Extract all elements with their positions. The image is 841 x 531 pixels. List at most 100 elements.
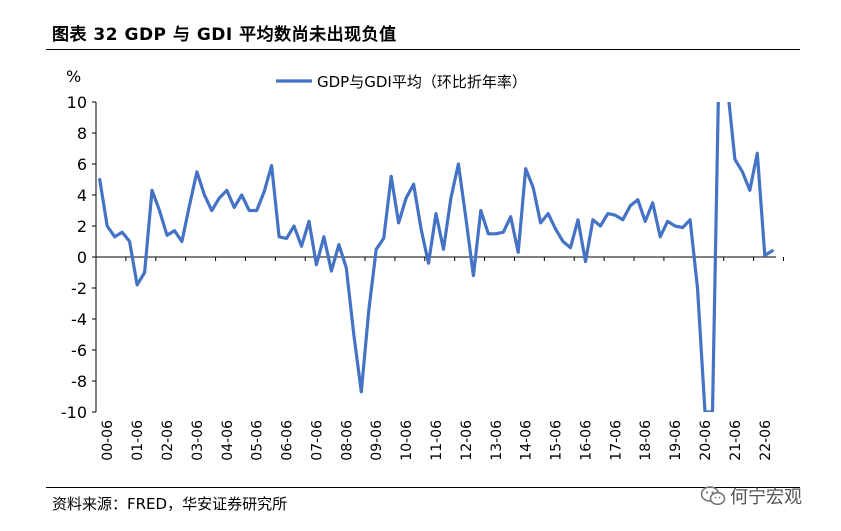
data-point bbox=[241, 194, 243, 196]
data-point bbox=[256, 210, 258, 211]
data-point bbox=[443, 248, 444, 250]
data-point bbox=[472, 275, 474, 277]
data-point bbox=[727, 86, 728, 87]
data-point bbox=[659, 236, 661, 238]
data-point bbox=[405, 197, 407, 199]
series-group bbox=[98, 86, 774, 412]
data-point bbox=[704, 411, 706, 412]
data-point bbox=[420, 228, 422, 230]
data-point bbox=[592, 219, 594, 221]
x-tick-label: 22-06 bbox=[758, 420, 774, 461]
series-line-gdp-gdi-average bbox=[98, 102, 774, 412]
data-point bbox=[734, 158, 736, 160]
data-point bbox=[353, 334, 355, 335]
data-point bbox=[196, 171, 198, 173]
y-tick-label: 6 bbox=[77, 155, 87, 174]
y-tick-label: -8 bbox=[71, 372, 87, 391]
data-point bbox=[712, 411, 713, 412]
data-point bbox=[159, 210, 160, 211]
line-chart: -10 -8 -6 -4 -2 0 2 4 6 8 10% 00-06 01-06 02-06 03-06 0… bbox=[61, 67, 784, 461]
data-point bbox=[577, 219, 579, 221]
data-point bbox=[629, 205, 631, 207]
x-tick-label: 20-06 bbox=[698, 420, 714, 461]
x-tick-label: 08-06 bbox=[339, 420, 355, 461]
data-point bbox=[99, 179, 101, 180]
data-point bbox=[525, 168, 527, 170]
data-point bbox=[188, 205, 190, 207]
y-tick-label: 8 bbox=[77, 124, 87, 143]
x-tick-label: 07-06 bbox=[309, 420, 325, 461]
data-point bbox=[480, 210, 482, 211]
data-point bbox=[532, 186, 534, 188]
data-point bbox=[413, 183, 415, 185]
x-tick-label: 16-06 bbox=[578, 420, 594, 461]
data-point bbox=[771, 250, 773, 252]
y-tick-label: -2 bbox=[71, 279, 87, 298]
data-point bbox=[547, 213, 549, 215]
y-tick-label: -10 bbox=[61, 403, 87, 422]
data-point bbox=[637, 199, 639, 201]
x-tick-label: 21-06 bbox=[728, 420, 744, 461]
data-point bbox=[682, 227, 684, 229]
data-point bbox=[338, 244, 340, 246]
watermark-text: 何宁宏观 bbox=[730, 487, 802, 508]
x-tick-label: 06-06 bbox=[280, 420, 296, 461]
data-point bbox=[435, 213, 437, 215]
y-tick-label: 2 bbox=[77, 217, 87, 236]
data-point bbox=[360, 391, 362, 393]
data-point bbox=[166, 234, 168, 236]
data-point bbox=[517, 251, 519, 253]
data-point bbox=[652, 202, 654, 204]
data-point bbox=[749, 189, 751, 191]
data-point bbox=[106, 225, 108, 227]
x-tick-label: 14-06 bbox=[519, 420, 535, 461]
data-point bbox=[114, 236, 116, 238]
x-tick-label: 19-06 bbox=[668, 420, 684, 461]
x-tick-label: 05-06 bbox=[250, 420, 266, 461]
legend-label: GDP与GDI平均（环比折年率） bbox=[317, 73, 527, 91]
figure-title: 图表 32 GDP 与 GDI 平均数尚未出现负值 bbox=[52, 25, 397, 45]
x-tick-label: 10-06 bbox=[399, 420, 415, 461]
y-tick-label: -4 bbox=[71, 310, 87, 329]
data-point bbox=[330, 270, 332, 272]
data-point bbox=[345, 267, 347, 269]
data-point bbox=[151, 189, 153, 191]
data-point bbox=[233, 206, 235, 208]
data-point bbox=[390, 175, 392, 177]
data-point bbox=[555, 228, 557, 230]
data-point bbox=[540, 222, 542, 224]
data-point bbox=[129, 241, 131, 242]
x-tick-label: 15-06 bbox=[549, 420, 565, 461]
data-point bbox=[622, 219, 624, 221]
x-tick-label: 18-06 bbox=[638, 420, 654, 461]
data-point bbox=[226, 189, 228, 191]
data-point bbox=[510, 216, 512, 218]
data-point bbox=[607, 213, 609, 215]
data-point bbox=[667, 220, 669, 222]
data-point bbox=[218, 197, 220, 199]
source-note: 资料来源：FRED，华安证券研究所 bbox=[52, 495, 288, 513]
x-tick-label: 00-06 bbox=[100, 420, 116, 461]
x-tick-label: 11-06 bbox=[429, 420, 445, 461]
x-tick-label: 02-06 bbox=[160, 420, 176, 461]
data-point bbox=[375, 248, 377, 250]
watermark: 何宁宏观 bbox=[700, 483, 802, 509]
y-tick-label: 4 bbox=[77, 186, 87, 205]
y-tick-label: -6 bbox=[71, 341, 87, 360]
data-point bbox=[121, 231, 123, 233]
data-point bbox=[562, 241, 564, 242]
data-point bbox=[278, 236, 280, 238]
data-point bbox=[756, 152, 758, 154]
y-tick-label: 0 bbox=[77, 248, 87, 267]
data-point bbox=[697, 287, 698, 289]
wechat-icon bbox=[700, 486, 726, 506]
data-point bbox=[599, 225, 601, 227]
chart-labels: -10 -8 -6 -4 -2 0 2 4 6 8 10% 00-06 01-06 02-06 03-06 0… bbox=[61, 67, 774, 461]
x-tick-label: 01-06 bbox=[130, 420, 146, 461]
x-tick-label: 09-06 bbox=[369, 420, 385, 461]
data-point bbox=[211, 210, 213, 211]
data-point bbox=[181, 241, 183, 242]
data-point bbox=[570, 247, 571, 249]
data-point bbox=[585, 261, 586, 263]
data-point bbox=[308, 220, 310, 222]
